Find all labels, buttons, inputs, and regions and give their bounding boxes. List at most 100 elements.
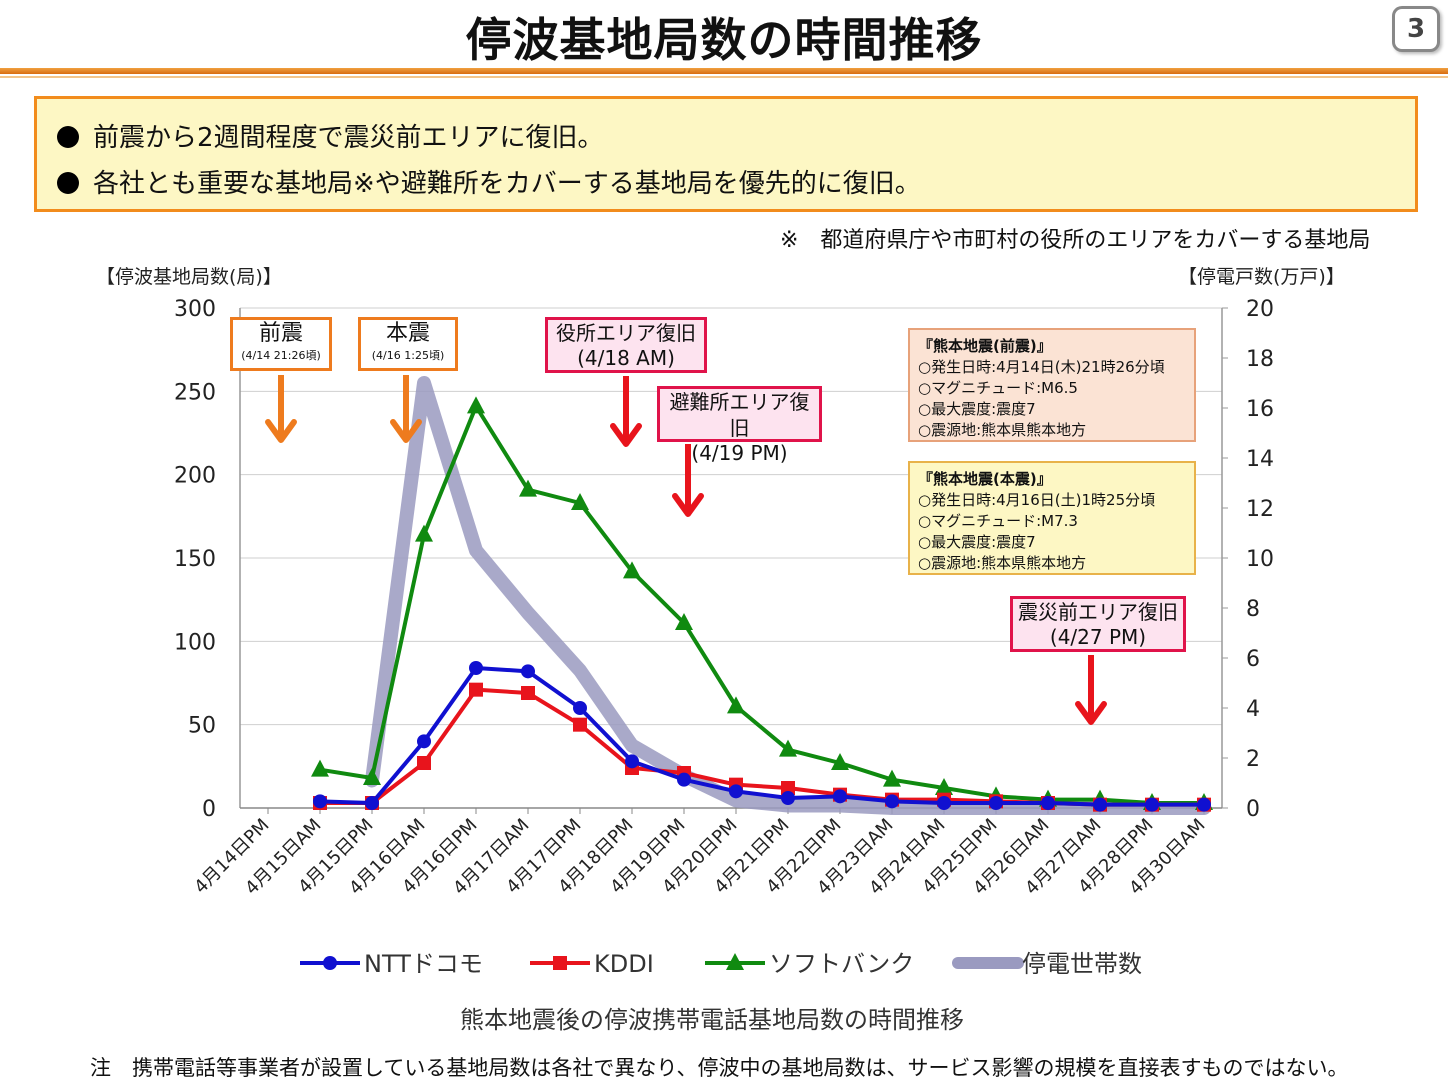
data-point (467, 396, 485, 414)
right-axis-unit: 【停電戸数(万戸)】 (1178, 266, 1345, 288)
bullet-icon (57, 172, 79, 194)
summary-bullet-2: 各社とも重要な基地局※や避難所をカバーする基地局を優先的に復旧。 (57, 163, 921, 200)
y2-tick-label: 8 (1246, 597, 1260, 622)
shelter-restore-time: (4/19 PM) (691, 441, 788, 465)
data-point (883, 769, 901, 787)
data-point (781, 791, 795, 805)
mainshock-label: 本震 (385, 321, 430, 346)
legend-marker (323, 956, 337, 970)
foreshock-info-box: 『熊本地震(前震)』 ○発生日時:4月14日(木)21時26分頃 ○マグニチュー… (908, 328, 1196, 442)
data-point (623, 561, 641, 579)
y2-tick-label: 10 (1246, 547, 1274, 572)
y2-tick-label: 6 (1246, 647, 1260, 672)
y-tick-label: 250 (174, 380, 216, 405)
title-divider (0, 68, 1448, 74)
y2-tick-label: 2 (1246, 747, 1260, 772)
series-line (319, 666, 1204, 807)
data-point (781, 781, 795, 795)
data-point (311, 759, 329, 777)
summary-box: 前震から2週間程度で震災前エリアに復旧。 各社とも重要な基地局※や避難所をカバー… (34, 96, 1418, 212)
data-point (937, 796, 951, 810)
data-point (727, 696, 745, 714)
legend-label: NTTドコモ (364, 950, 483, 978)
data-point (729, 784, 743, 799)
office-restore-label: 役所エリア復旧 (556, 321, 696, 345)
data-point (833, 789, 847, 804)
mainshock-info-box: 『熊本地震(本震)』 ○発生日時:4月16日(土)1時25分頃 ○マグニチュード… (908, 461, 1196, 575)
legend-label: 停電世帯数 (1022, 950, 1142, 978)
data-point (779, 739, 797, 757)
data-point (1197, 797, 1211, 812)
legend-marker (726, 953, 744, 970)
y-tick-label: 150 (174, 547, 216, 572)
y2-tick-label: 18 (1246, 347, 1274, 372)
data-point (675, 613, 693, 630)
mainshock-info-title: 『熊本地震(本震)』 (918, 470, 1052, 488)
pre-disaster-restore-arrow-icon (1075, 701, 1107, 725)
office-restore-arrow-icon (610, 423, 642, 447)
bullet-icon (57, 126, 79, 148)
data-point (415, 524, 433, 542)
foreshock-info-line: ○震源地:熊本県熊本地方 (918, 421, 1087, 439)
legend-item: 停電世帯数 (952, 950, 1142, 978)
mainshock-info-line: ○マグニチュード:M7.3 (918, 512, 1078, 530)
data-point (1093, 797, 1107, 812)
foreshock-time: (4/14 21:26頃) (241, 349, 321, 362)
mainshock-annotation: 本震 (4/16 1:25頃) (358, 317, 458, 371)
data-point (521, 686, 535, 700)
data-point (573, 717, 587, 732)
y2-tick-label: 0 (1246, 797, 1260, 822)
data-point (1041, 796, 1055, 810)
series-line (319, 404, 1204, 805)
data-point (521, 664, 535, 679)
summary-text-2: 各社とも重要な基地局※や避難所をカバーする基地局を優先的に復旧。 (93, 169, 921, 199)
foreshock-info-line: ○最大震度:震度7 (918, 400, 1036, 418)
mainshock-arrow-icon (390, 419, 422, 443)
pre-disaster-restore-annotation: 震災前エリア復旧 (4/27 PM) (1010, 596, 1186, 652)
title-divider-thin (0, 76, 1448, 78)
legend-marker (553, 956, 567, 970)
foreshock-info-line: ○発生日時:4月14日(木)21時26分頃 (918, 358, 1165, 376)
chart-caption: 熊本地震後の停波携帯電話基地局数の時間推移 (460, 1006, 964, 1034)
bottom-note: 注 携帯電話等事業者が設置している基地局数は各社で異なり、停波中の基地局数は、サ… (90, 1056, 1349, 1080)
series-line (320, 687, 1204, 807)
left-axis-unit: 【停波基地局数(局)】 (96, 266, 282, 288)
y-tick-label: 0 (202, 797, 216, 822)
summary-text-1: 前震から2週間程度で震災前エリアに復旧。 (93, 123, 604, 153)
data-point (519, 479, 537, 497)
y2-tick-label: 4 (1246, 697, 1260, 722)
series-line-power-outage (365, 376, 1211, 815)
y-tick-label: 50 (188, 714, 216, 739)
y-tick-label: 200 (174, 464, 216, 489)
data-point (571, 493, 589, 510)
foreshock-info-title: 『熊本地震(前震)』 (918, 337, 1052, 355)
shelter-restore-annotation: 避難所エリア復旧 (4/19 PM) (657, 386, 822, 465)
data-point (989, 796, 1003, 810)
legend-label: KDDI (594, 950, 654, 978)
legend-item: ソフトバンク (705, 950, 914, 978)
summary-bullet-1: 前震から2週間程度で震災前エリアに復旧。 (57, 117, 604, 154)
data-point (469, 661, 483, 675)
mainshock-info-line: ○最大震度:震度7 (918, 533, 1036, 551)
mainshock-info-line: ○発生日時:4月16日(土)1時25分頃 (918, 491, 1156, 509)
data-point (417, 734, 431, 749)
y2-tick-label: 14 (1246, 447, 1274, 472)
foreshock-arrow-icon (265, 419, 297, 443)
office-restore-annotation: 役所エリア復旧 (4/18 AM) (545, 317, 707, 373)
pre-disaster-restore-time: (4/27 PM) (1049, 625, 1147, 649)
mainshock-info-line: ○震源地:熊本県熊本地方 (918, 554, 1087, 572)
data-point (363, 768, 381, 785)
shelter-restore-label: 避難所エリア復旧 (669, 390, 810, 440)
foreshock-label: 前震 (258, 321, 303, 346)
office-restore-time: (4/18 AM) (577, 346, 675, 370)
page-number: 3 (1392, 6, 1440, 52)
legend-item: NTTドコモ (300, 950, 483, 978)
legend-item: KDDI (530, 950, 654, 978)
mainshock-time: (4/16 1:25頃) (371, 349, 445, 362)
data-point (573, 701, 587, 715)
foreshock-annotation: 前震 (4/14 21:26頃) (230, 317, 332, 371)
y2-tick-label: 12 (1246, 497, 1274, 522)
data-point (935, 778, 953, 795)
data-point (1145, 797, 1159, 812)
data-point (417, 756, 431, 770)
